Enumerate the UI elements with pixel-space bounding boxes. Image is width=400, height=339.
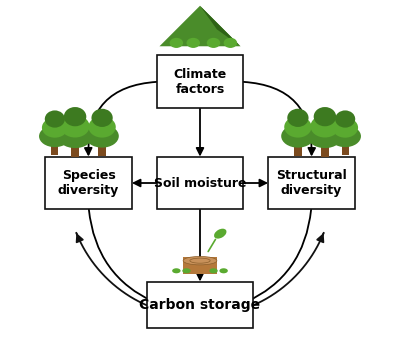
- Ellipse shape: [287, 109, 308, 127]
- Ellipse shape: [307, 124, 342, 148]
- Ellipse shape: [310, 115, 339, 138]
- Ellipse shape: [64, 107, 86, 126]
- FancyBboxPatch shape: [71, 139, 79, 157]
- Polygon shape: [160, 6, 240, 46]
- Ellipse shape: [45, 111, 65, 128]
- Ellipse shape: [224, 38, 237, 48]
- FancyBboxPatch shape: [45, 157, 132, 210]
- FancyBboxPatch shape: [98, 139, 106, 156]
- Text: Climate
factors: Climate factors: [173, 68, 227, 96]
- Ellipse shape: [209, 268, 218, 273]
- Ellipse shape: [183, 263, 217, 272]
- Ellipse shape: [182, 268, 191, 273]
- Text: Species
diversity: Species diversity: [58, 169, 119, 197]
- Ellipse shape: [220, 268, 228, 273]
- Ellipse shape: [314, 107, 336, 126]
- Ellipse shape: [186, 38, 200, 48]
- Text: Carbon storage: Carbon storage: [140, 298, 260, 312]
- FancyBboxPatch shape: [51, 139, 58, 155]
- Ellipse shape: [92, 109, 113, 127]
- Ellipse shape: [284, 116, 312, 138]
- FancyBboxPatch shape: [147, 282, 253, 327]
- Polygon shape: [200, 6, 240, 46]
- Ellipse shape: [335, 111, 355, 128]
- FancyBboxPatch shape: [268, 157, 355, 210]
- Text: Soil moisture: Soil moisture: [154, 177, 246, 190]
- FancyBboxPatch shape: [157, 55, 243, 108]
- Ellipse shape: [281, 124, 315, 147]
- Ellipse shape: [85, 124, 119, 147]
- Ellipse shape: [88, 116, 116, 138]
- Ellipse shape: [61, 115, 90, 138]
- Ellipse shape: [172, 268, 180, 273]
- FancyBboxPatch shape: [342, 139, 349, 155]
- Ellipse shape: [39, 125, 71, 147]
- Ellipse shape: [58, 124, 93, 148]
- Ellipse shape: [170, 38, 183, 48]
- Ellipse shape: [329, 125, 361, 147]
- FancyBboxPatch shape: [157, 157, 243, 210]
- FancyBboxPatch shape: [321, 139, 329, 157]
- FancyBboxPatch shape: [183, 257, 217, 274]
- Text: Structural
diversity: Structural diversity: [276, 169, 347, 197]
- Ellipse shape: [214, 229, 226, 239]
- Ellipse shape: [42, 118, 68, 138]
- Ellipse shape: [207, 38, 220, 48]
- FancyBboxPatch shape: [294, 139, 302, 156]
- Ellipse shape: [183, 256, 217, 265]
- Ellipse shape: [332, 118, 358, 138]
